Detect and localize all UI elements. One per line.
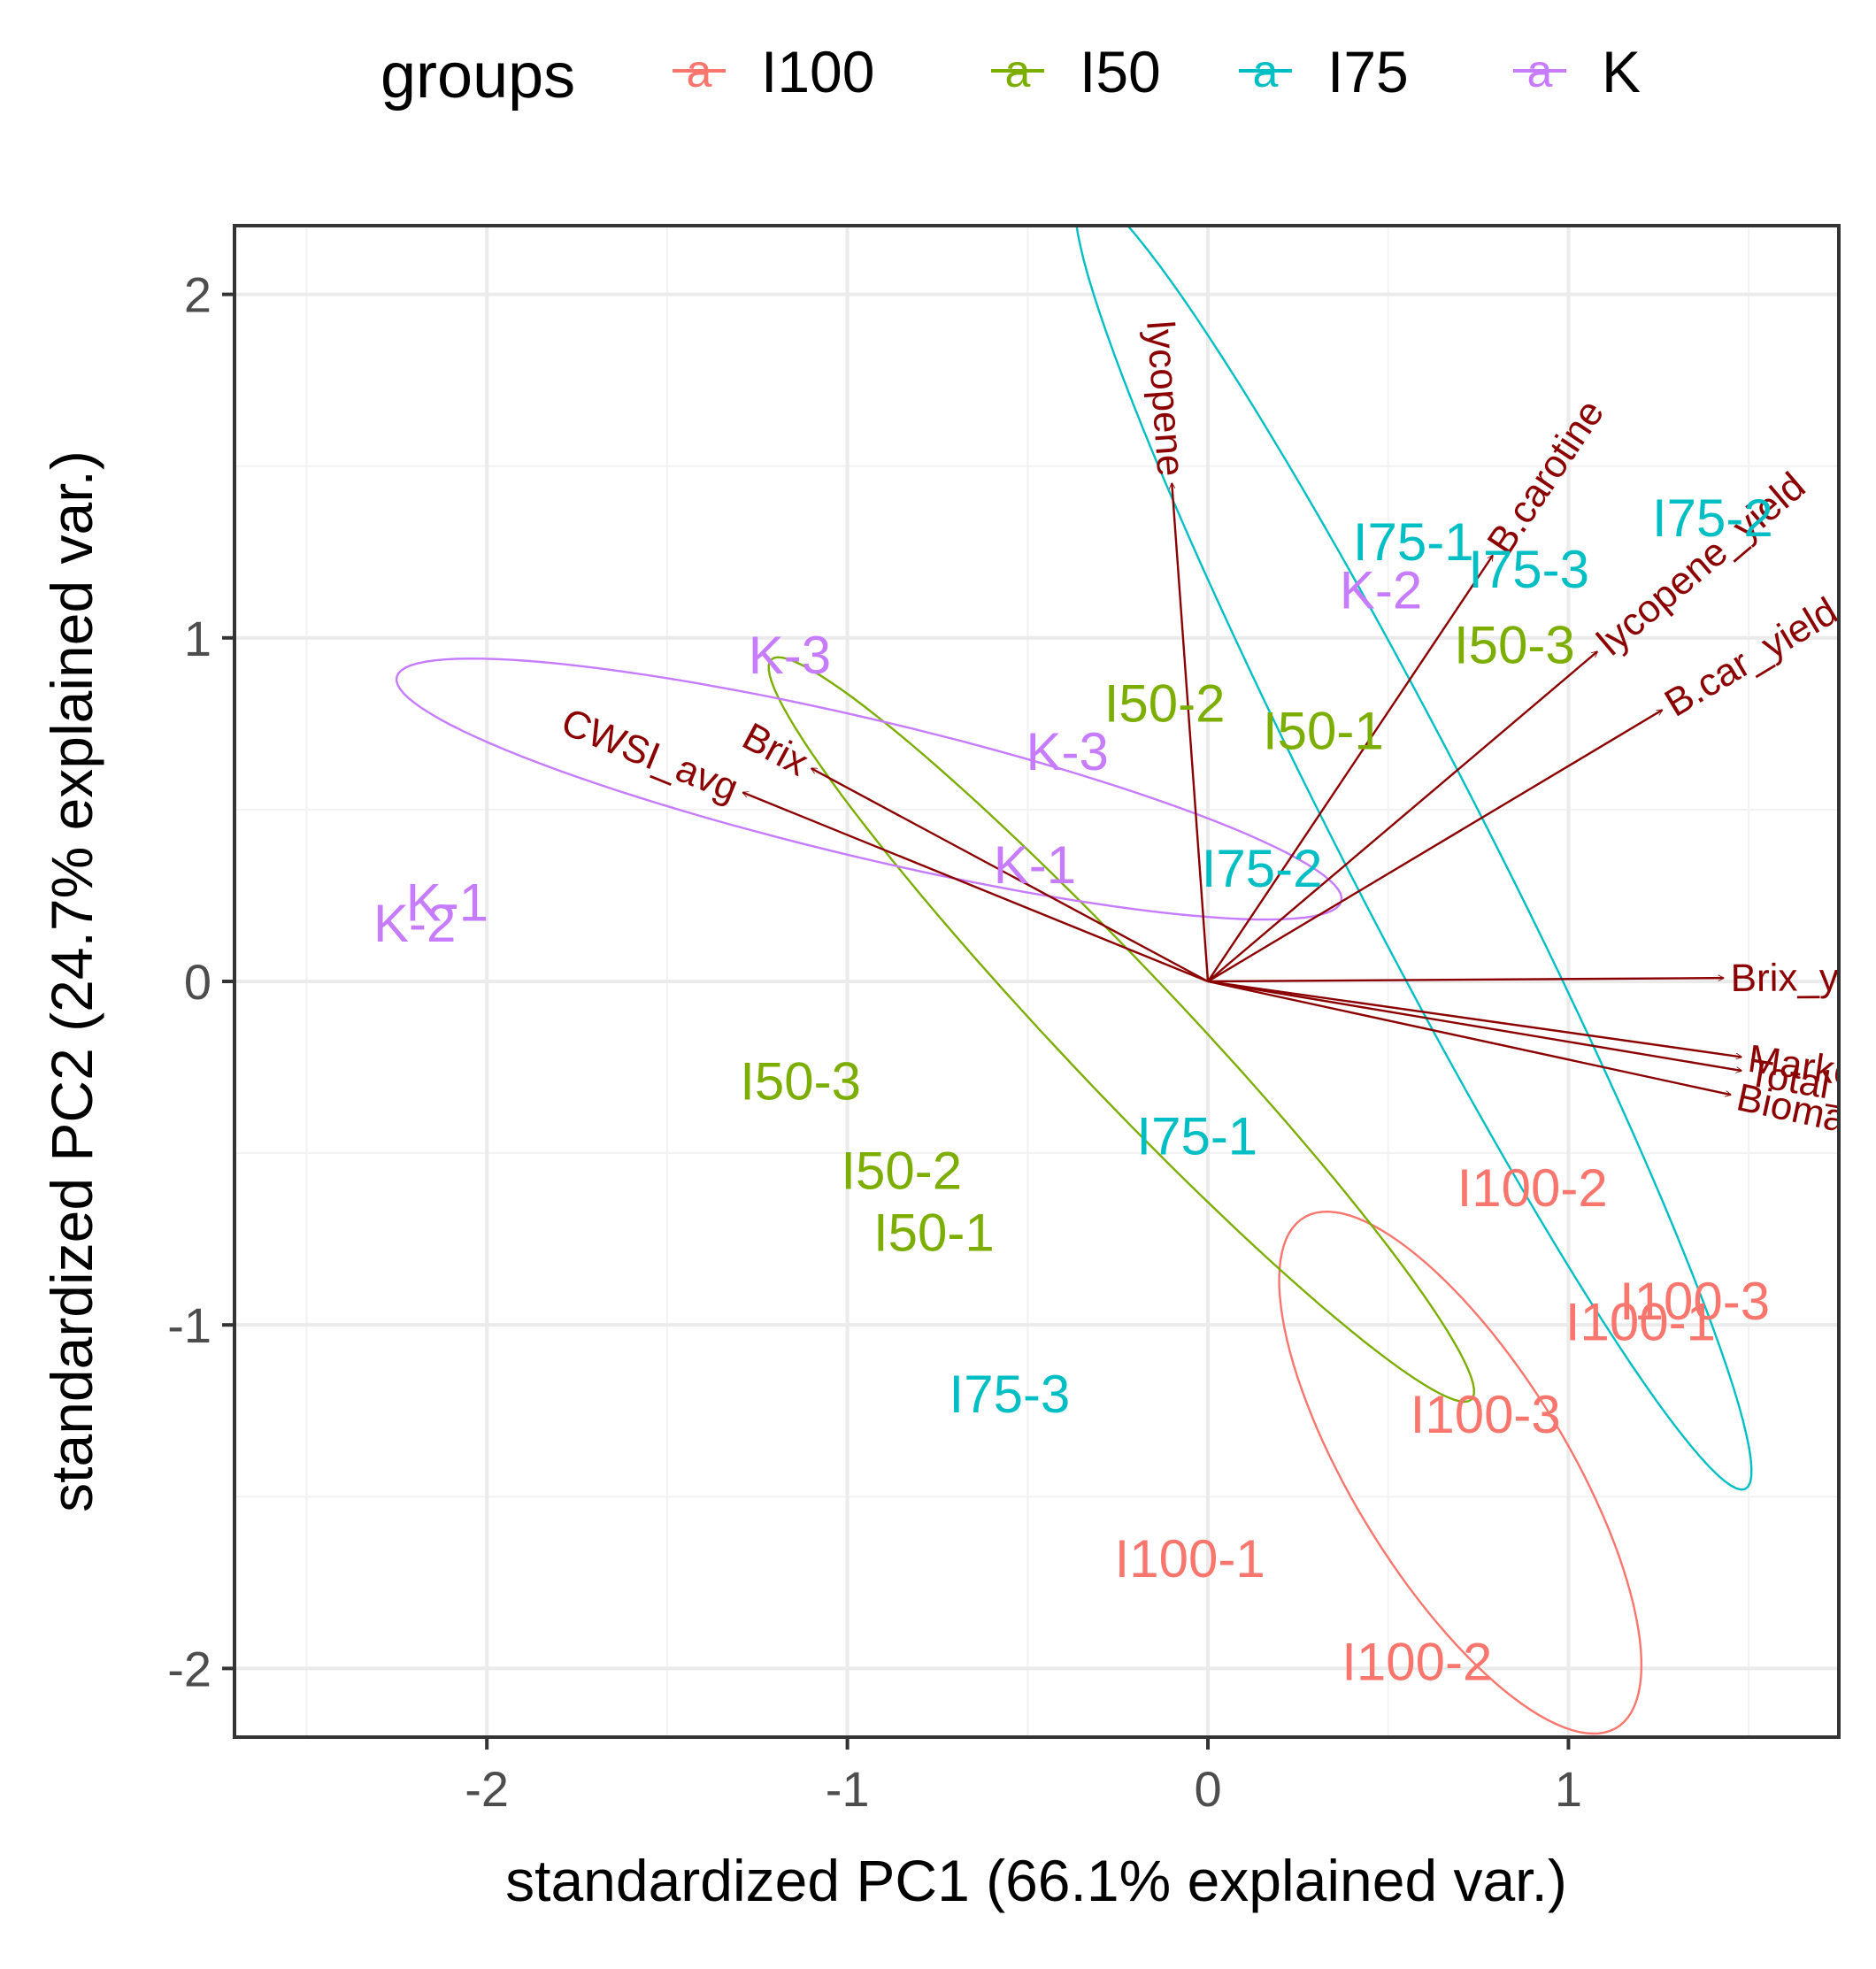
loading-arrow (1207, 556, 1494, 982)
ellipse-k (395, 657, 1343, 921)
point-label-i100: I100-2 (1457, 1158, 1608, 1218)
point-label-i100: I100-3 (1411, 1385, 1561, 1444)
ellipse-i100 (1278, 1210, 1643, 1735)
legend: groups a I100 a I50 a I75 a K (381, 39, 1641, 112)
legend-label: K (1602, 39, 1641, 104)
legend-entries: a I100 a I50 a I75 a K (673, 39, 1641, 104)
point-label-k: K-2 (1340, 560, 1422, 619)
loading-arrow (742, 793, 1209, 983)
legend-key-glyph: a (687, 46, 712, 97)
legend-title: groups (381, 41, 575, 112)
y-tick-label: -1 (167, 1297, 211, 1353)
point-label-i50: I50-3 (1454, 616, 1575, 675)
y-axis-title: standardized PC2 (24.7% explained var.) (39, 450, 104, 1512)
legend-entry-i75: a I75 (1239, 39, 1409, 104)
x-tick-label: 1 (1555, 1761, 1582, 1817)
legend-key-glyph: a (1253, 46, 1279, 97)
plot-panel: lycopene B.carotinelycopene_yieldB.car_yi… (233, 224, 1876, 1739)
point-label-i75: I75-2 (1202, 839, 1323, 898)
legend-key-glyph: a (1527, 46, 1553, 97)
legend-label: I100 (761, 39, 874, 104)
legend-entry-i100: a I100 (673, 39, 874, 104)
legend-label: I50 (1080, 39, 1161, 104)
point-label-i50: I50-2 (841, 1142, 962, 1201)
loading-arrow (811, 767, 1209, 983)
point-label-i75: I75-2 (1652, 488, 1773, 548)
x-axis-title: standardized PC1 (66.1% explained var.) (505, 1848, 1567, 1913)
point-label-k: K-1 (994, 835, 1076, 895)
y-tick-label: 0 (184, 954, 211, 1010)
y-tick-label: 2 (184, 267, 211, 323)
x-tick-label: -1 (826, 1761, 870, 1817)
observation-labels: I100-2I100-3I100-1I100-3I100-1I100-2I50-… (373, 488, 1773, 1692)
point-label-i75: I75-1 (1136, 1107, 1257, 1166)
axis-ticks: -2 -1 0 1 -2 -1 0 1 2 (167, 267, 1582, 1817)
loading-label: Brix_yield (1730, 956, 1876, 1000)
grid-lines (234, 226, 1839, 1737)
loading-arrow (1208, 978, 1724, 983)
point-label-k: K-2 (373, 894, 456, 953)
group-ellipses (395, 226, 1753, 1735)
point-label-i50: I50-2 (1104, 674, 1226, 734)
loading-arrow (1207, 709, 1662, 983)
loading-arrow (1207, 980, 1741, 1071)
point-label-i100: I100-1 (1565, 1292, 1716, 1351)
ellipse-i75 (1075, 226, 1753, 1491)
x-tick-label: -2 (465, 1761, 509, 1817)
loading-arrow (1207, 980, 1741, 1057)
legend-key-glyph: a (1005, 46, 1031, 97)
loading-arrow (1207, 651, 1597, 982)
point-label-i75: I75-1 (1353, 512, 1474, 572)
point-label-k: K-3 (1026, 722, 1108, 781)
point-label-i75: I75-3 (950, 1365, 1071, 1424)
point-label-i100: I100-1 (1115, 1529, 1265, 1588)
loading-arrow (1207, 980, 1731, 1095)
point-label-k: K-1 (406, 873, 488, 933)
point-label-i50: I50-1 (1263, 702, 1384, 761)
point-label-i50: I50-3 (740, 1052, 861, 1111)
y-tick-label: 1 (184, 611, 211, 666)
y-tick-label: -2 (167, 1641, 211, 1696)
x-tick-label: 0 (1194, 1761, 1221, 1817)
loading-arrow (1172, 483, 1210, 982)
loading-arrows (742, 483, 1741, 1095)
ellipse-i50 (767, 656, 1475, 1404)
point-label-i100: I100-3 (1619, 1272, 1770, 1331)
legend-entry-i50: a I50 (991, 39, 1161, 104)
legend-label: I75 (1327, 39, 1409, 104)
point-label-k: K-3 (749, 626, 831, 685)
point-label-i50: I50-1 (873, 1203, 995, 1262)
point-label-i75: I75-3 (1468, 540, 1589, 599)
point-label-i100: I100-2 (1342, 1633, 1492, 1692)
